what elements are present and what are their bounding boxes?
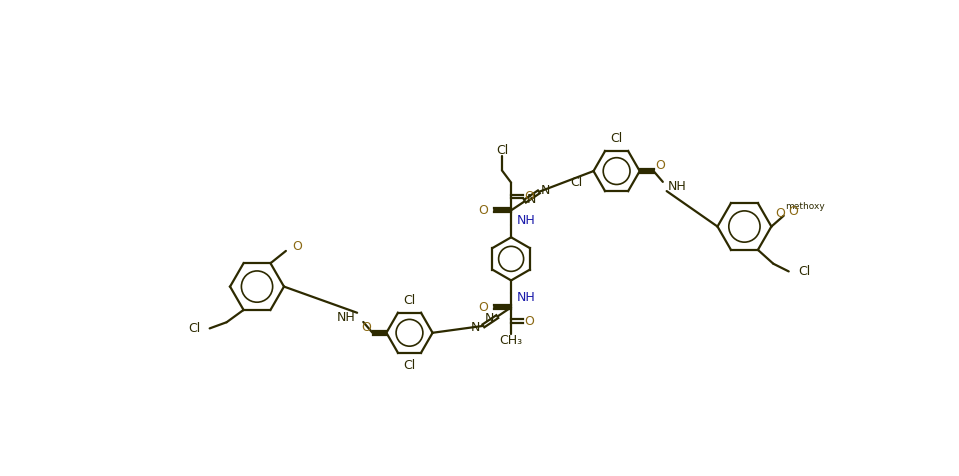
Text: N: N <box>540 184 550 197</box>
Text: NH: NH <box>517 291 535 304</box>
Text: Cl: Cl <box>188 322 200 335</box>
Text: Cl: Cl <box>571 176 583 189</box>
Text: O: O <box>525 190 534 203</box>
Text: O: O <box>292 240 302 253</box>
Text: Cl: Cl <box>496 144 508 157</box>
Text: N: N <box>485 312 494 325</box>
Text: O: O <box>362 321 371 334</box>
Text: NH: NH <box>517 214 535 227</box>
Text: NH: NH <box>337 311 356 324</box>
Text: N: N <box>526 193 536 206</box>
Text: Cl: Cl <box>611 132 622 145</box>
Text: Cl: Cl <box>404 358 415 372</box>
Text: O: O <box>479 301 488 314</box>
Text: O: O <box>788 205 798 218</box>
Text: NH: NH <box>667 180 687 193</box>
Text: Cl: Cl <box>798 265 810 278</box>
Text: O: O <box>775 207 785 219</box>
Text: N: N <box>471 321 480 334</box>
Text: CH₃: CH₃ <box>500 334 523 347</box>
Text: Cl: Cl <box>404 294 415 307</box>
Text: O: O <box>479 204 488 217</box>
Text: O: O <box>655 159 665 172</box>
Text: methoxy: methoxy <box>785 202 825 211</box>
Text: O: O <box>525 315 534 328</box>
